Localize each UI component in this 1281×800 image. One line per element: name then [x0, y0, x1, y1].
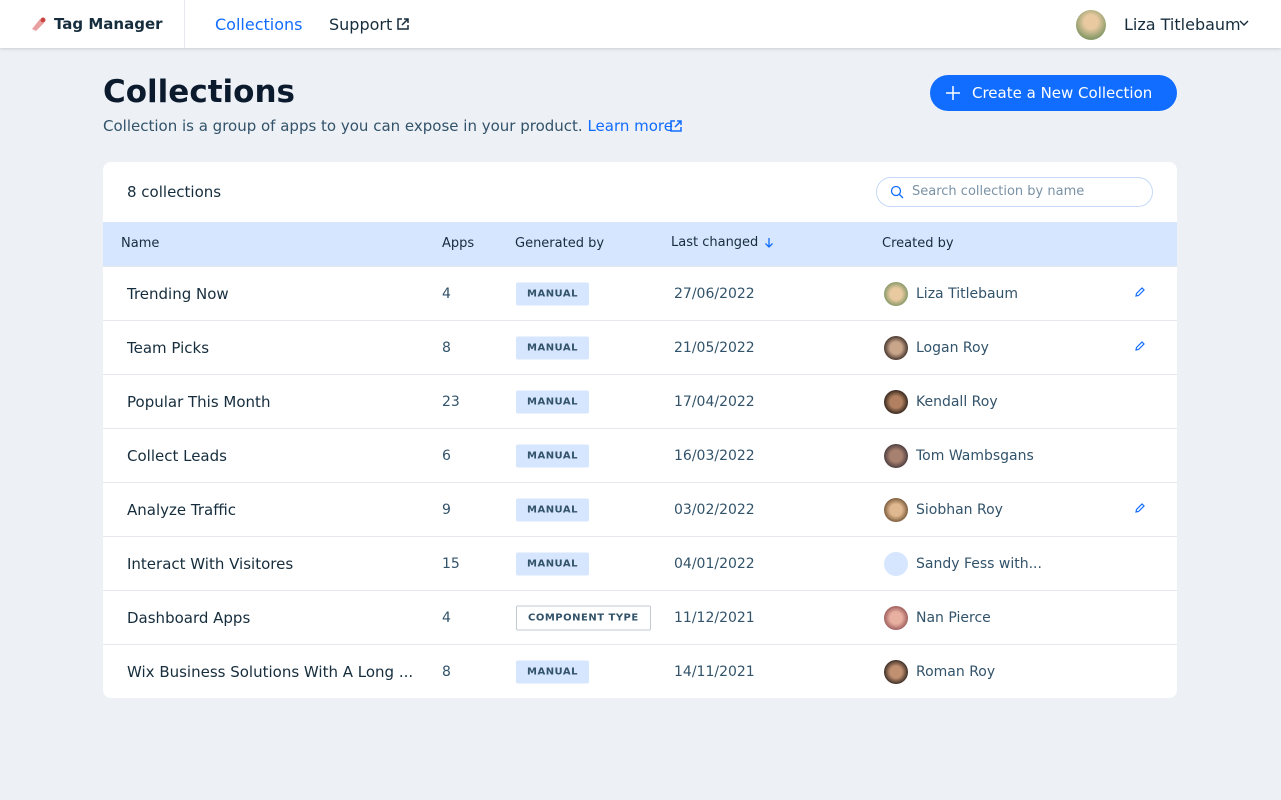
generated-badge: MANUAL	[516, 282, 589, 305]
creator-avatar	[884, 281, 908, 306]
last-changed: 14/11/2021	[674, 663, 755, 680]
apps-count: 8	[442, 339, 451, 356]
generated-badge: MANUAL	[516, 498, 589, 521]
generated-badge: MANUAL	[516, 444, 589, 467]
creator-avatar	[884, 443, 908, 468]
creator-avatar	[884, 605, 908, 630]
collection-name: Dashboard Apps	[127, 608, 251, 627]
apps-count: 4	[442, 285, 451, 302]
collection-name: Analyze Traffic	[127, 500, 236, 519]
collection-name: Popular This Month	[127, 392, 271, 411]
search-box[interactable]: Search collection by name	[876, 177, 1153, 207]
collection-name: Interact With Visitores	[127, 554, 294, 573]
apps-count: 15	[442, 555, 460, 572]
external-icon	[670, 120, 682, 132]
last-changed: 11/12/2021	[674, 609, 755, 626]
nav-link[interactable]: Support	[329, 15, 393, 34]
logo	[32, 17, 46, 31]
column-header[interactable]: Generated by	[515, 236, 605, 251]
creator-name: Roman Roy	[916, 663, 996, 680]
collection-name: Team Picks	[127, 338, 210, 357]
generated-badge: MANUAL	[516, 552, 589, 575]
description-text: Collection is a group of apps to you can…	[103, 117, 583, 135]
table-row[interactable]: Wix Business Solutions With A Long ... 8 M…	[103, 644, 1177, 698]
generated-badge: MANUAL	[516, 390, 589, 413]
learn-more[interactable]: Learn more	[587, 117, 673, 135]
create-button[interactable]: Create a New Collection	[930, 75, 1177, 111]
generated-badge: COMPONENT TYPE	[516, 605, 651, 630]
table-row[interactable]: Dashboard Apps 4 COMPONENT TYPE 11/12/2021 N…	[103, 590, 1177, 644]
collection-name: Wix Business Solutions With A Long ...	[127, 662, 414, 681]
user-name[interactable]: Liza Titlebaum	[1124, 15, 1241, 34]
apps-count: 6	[442, 447, 451, 464]
last-changed: 04/01/2022	[674, 555, 755, 572]
creator-avatar	[884, 497, 908, 522]
column-header[interactable]: Apps	[442, 236, 475, 251]
button-label: Create a New Collection	[972, 84, 1153, 102]
creator-name: Kendall Roy	[916, 393, 998, 410]
edit-button[interactable]	[1134, 286, 1146, 302]
creator-name: Nan Pierce	[916, 609, 991, 626]
last-changed: 17/04/2022	[674, 393, 755, 410]
sort-icon	[765, 238, 773, 248]
column-header[interactable]: Name	[121, 236, 160, 251]
edit-button[interactable]	[1134, 340, 1146, 356]
nav-link[interactable]: Collections	[215, 15, 303, 34]
apps-count: 4	[442, 609, 451, 626]
creator-avatar	[884, 389, 908, 414]
last-changed: 03/02/2022	[674, 501, 755, 518]
column-header[interactable]: Created by	[882, 236, 954, 251]
table-row[interactable]: Trending Now 4 MANUAL 27/06/2022 Liza Titleb…	[103, 266, 1177, 320]
creator-avatar	[884, 659, 908, 684]
table-card: 8 collections Search collection by name …	[103, 162, 1177, 698]
table-row[interactable]: Popular This Month 23 MANUAL 17/04/2022 Kend…	[103, 374, 1177, 428]
creator-name: Liza Titlebaum	[916, 285, 1019, 302]
apps-count: 23	[442, 393, 460, 410]
column-header[interactable]: Last changed	[671, 235, 759, 250]
last-changed: 21/05/2022	[674, 339, 755, 356]
user-avatar[interactable]	[1076, 10, 1106, 40]
collection-name: Collect Leads	[127, 446, 227, 465]
creator-name: Siobhan Roy	[916, 501, 1003, 518]
creator-avatar	[884, 335, 908, 360]
chevron	[1239, 20, 1249, 26]
table-header: Name Apps Generated by Last changed Crea…	[103, 222, 1177, 266]
external-icon	[397, 18, 409, 30]
page-title: Collections	[103, 74, 295, 110]
creator-avatar	[884, 551, 908, 576]
table-row[interactable]: Analyze Traffic 9 MANUAL 03/02/2022 Siobhan …	[103, 482, 1177, 536]
table-row[interactable]: Team Picks 8 MANUAL 21/05/2022 Logan Roy	[103, 320, 1177, 374]
description: Collection is a group of apps to you can…	[103, 117, 673, 135]
apps-count: 9	[442, 501, 451, 518]
edit-button[interactable]	[1134, 502, 1146, 518]
generated-badge: MANUAL	[516, 336, 589, 359]
table-row[interactable]: Collect Leads 6 MANUAL 16/03/2022 Tom Wambsg…	[103, 428, 1177, 482]
count: 8 collections	[127, 183, 222, 201]
last-changed: 16/03/2022	[674, 447, 755, 464]
apps-count: 8	[442, 663, 451, 680]
creator-name: Logan Roy	[916, 339, 989, 356]
app-name: Tag Manager	[54, 15, 163, 33]
last-changed: 27/06/2022	[674, 285, 755, 302]
search-placeholder: Search collection by name	[912, 184, 1085, 199]
collection-name: Trending Now	[127, 284, 229, 303]
top-bar: Tag Manager Collections Support Liza Tit…	[0, 0, 1281, 48]
creator-name: Sandy Fess with...	[916, 555, 1042, 572]
table-row[interactable]: Interact With Visitores 15 MANUAL 04/01/202…	[103, 536, 1177, 590]
creator-name: Tom Wambsgans	[916, 447, 1034, 464]
generated-badge: MANUAL	[516, 660, 589, 683]
